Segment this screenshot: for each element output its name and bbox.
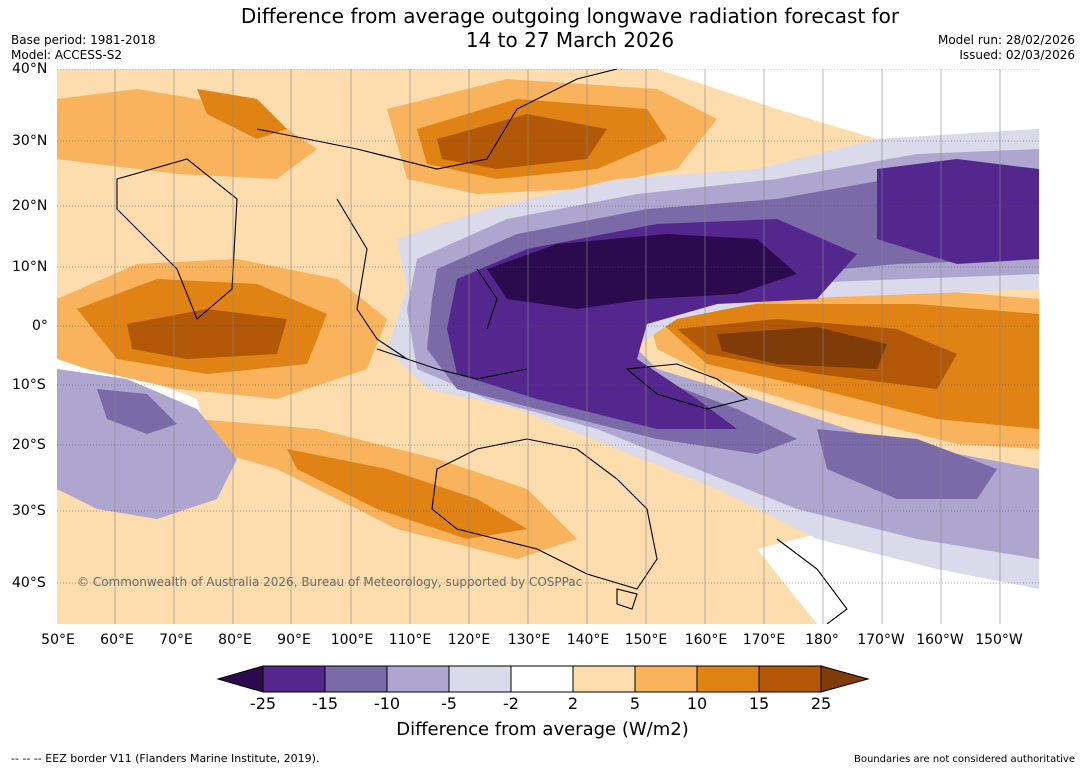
colorbar-label-6: 5 [629, 694, 641, 713]
lat-label-30n: 30°N [12, 133, 48, 149]
colorbar-swatch-1 [262, 665, 326, 693]
colorbar-label-0: -25 [249, 694, 277, 713]
colorbar-swatch-5 [510, 665, 574, 693]
coastlines [116, 69, 848, 624]
meridians [114, 69, 1001, 624]
title-line-1: Difference from average outgoing longwav… [240, 4, 900, 28]
east-asia-coast [256, 69, 618, 170]
negative-region-fiji [817, 429, 997, 499]
colorbar-label-7: 10 [686, 694, 708, 713]
title-line-2: 14 to 27 March 2026 [465, 28, 675, 52]
australia-coast [431, 438, 658, 590]
colorbar-label-8: 15 [748, 694, 770, 713]
positive-region-east-china-core [437, 114, 607, 169]
positive-region-equatorial-pacific-max [717, 327, 887, 369]
new-zealand-coast [776, 538, 848, 624]
lat-label-20n: 20°N [12, 198, 48, 214]
negative-region-north-pacific-strong [877, 159, 1039, 264]
lat-label-40s: 40°S [12, 575, 46, 591]
lon-label-170w: 170°W [857, 632, 905, 648]
lon-label-110e: 110°E [388, 632, 432, 648]
colorbar-label-2: -10 [373, 694, 401, 713]
positive-region-himalaya [197, 89, 287, 139]
lat-label-40n: 40°N [12, 61, 48, 77]
colorbar-swatch-2 [324, 665, 388, 693]
colorbar-swatch-10 [820, 665, 870, 693]
lat-label-10s: 10°S [12, 377, 46, 393]
white-region-north-pacific [657, 69, 1039, 139]
map-title: Difference from average outgoing longwav… [0, 4, 1085, 52]
colorbar-swatch-8 [696, 665, 760, 693]
colorbar-label-5: 2 [567, 694, 579, 713]
colorbar-swatch-3 [386, 665, 450, 693]
indonesia-coast [376, 348, 528, 380]
negative-region-extreme [487, 234, 797, 309]
copyright-text: © Commonwealth of Australia 2026, Bureau… [77, 575, 582, 589]
olr-anomaly-map: © Commonwealth of Australia 2026, Bureau… [57, 69, 1039, 624]
colorbar-swatch-9 [758, 665, 822, 693]
map-panel: © Commonwealth of Australia 2026, Bureau… [57, 69, 1039, 624]
lon-label-120e: 120°E [447, 632, 491, 648]
malay-peninsula-coast [336, 198, 408, 360]
lat-label-20s: 20°S [12, 437, 46, 453]
lon-label-80e: 80°E [218, 632, 252, 648]
lon-label-130e: 130°E [507, 632, 551, 648]
colorbar-label-1: -15 [311, 694, 339, 713]
base-period: Base period: 1981-2018 [11, 33, 156, 47]
colorbar-swatch-4 [448, 665, 512, 693]
colorbar-swatch-6 [572, 665, 636, 693]
positive-region-indian-ocean-core [127, 309, 287, 359]
india-coast [116, 158, 238, 320]
eez-border-note: -- -- -- EEZ border V11 (Flanders Marine… [11, 752, 320, 765]
lon-label-150w: 150°W [975, 632, 1023, 648]
negative-region-south-indian [57, 369, 237, 519]
lat-label-10n: 10°N [12, 259, 48, 275]
colorbar-label-4: -2 [503, 694, 519, 713]
lon-label-90e: 90°E [277, 632, 311, 648]
lon-label-70e: 70°E [159, 632, 193, 648]
issued-date: Issued: 02/03/2026 [959, 48, 1075, 62]
tasmania-coast [616, 588, 638, 610]
positive-region-west-australia-strong [287, 449, 527, 539]
model-run: Model run: 28/02/2026 [937, 33, 1075, 47]
colorbar-swatch-0 [216, 665, 264, 693]
lon-label-60e: 60°E [100, 632, 134, 648]
colorbar-swatch-7 [634, 665, 698, 693]
boundaries-disclaimer: Boundaries are not considered authoritat… [853, 754, 1075, 765]
lon-label-150e: 150°E [624, 632, 668, 648]
lon-label-160w: 160°W [916, 632, 964, 648]
colorbar [216, 665, 870, 693]
negative-region-south-indian-strong [97, 389, 177, 434]
lon-label-100e: 100°E [330, 632, 374, 648]
lat-label-0: 0° [32, 318, 48, 334]
lon-label-170e: 170°E [742, 632, 786, 648]
lon-label-160e: 160°E [684, 632, 728, 648]
colorbar-title: Difference from average (W/m2) [396, 719, 689, 740]
lon-label-180: 180° [805, 632, 839, 648]
colorbar-label-3: -5 [441, 694, 457, 713]
model-name: Model: ACCESS-S2 [11, 48, 123, 62]
lon-label-140e: 140°E [566, 632, 610, 648]
lon-label-50e: 50°E [41, 632, 75, 648]
philippines-coast [476, 268, 498, 330]
colorbar-label-9: 25 [810, 694, 832, 713]
lat-label-30s: 30°S [12, 503, 46, 519]
new-guinea-coast [625, 363, 749, 410]
